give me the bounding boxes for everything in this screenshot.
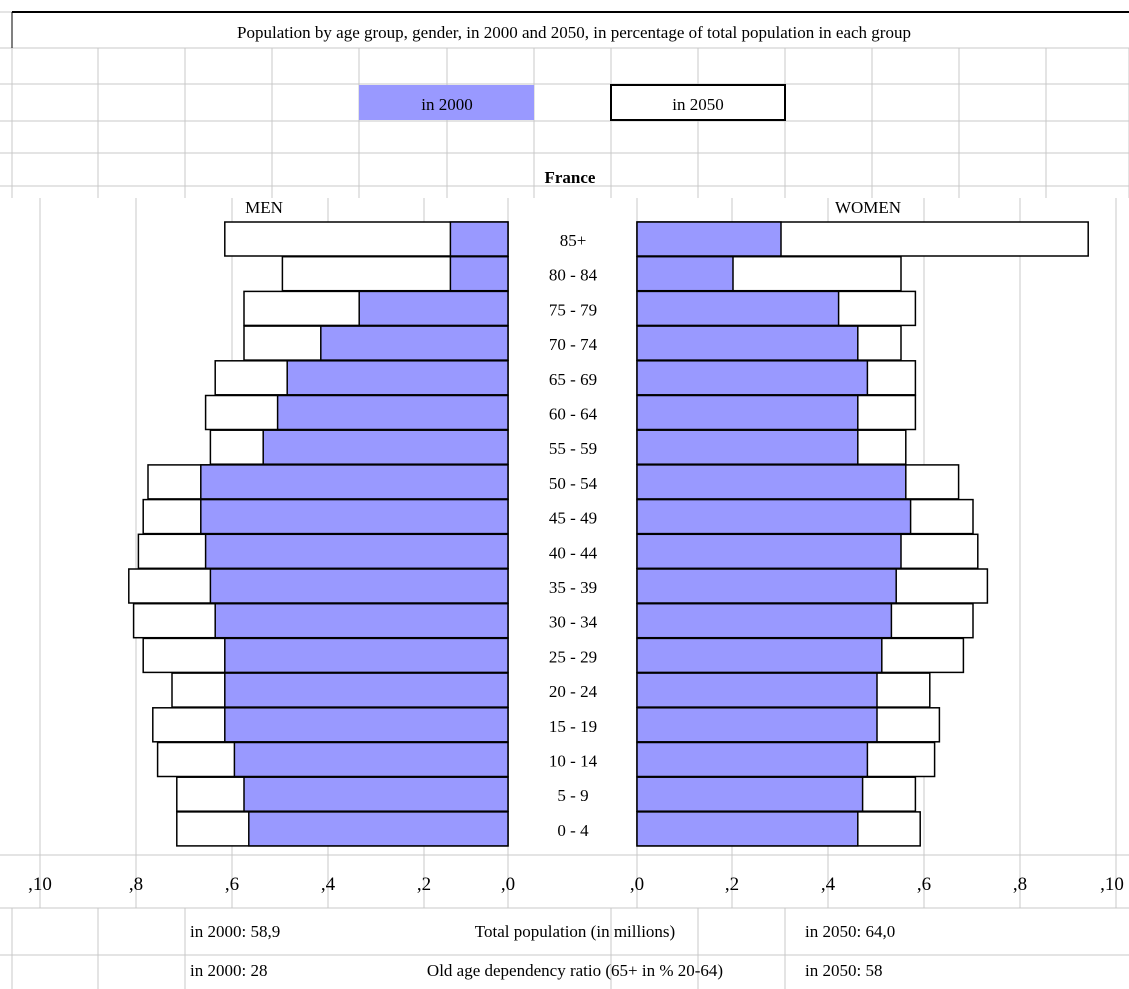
men-bar-2000 [214,602,509,639]
legend-label-2050: in 2050 [672,95,723,114]
x-tick-label-men: ,8 [129,874,143,895]
age-group-label: 85+ [560,231,587,250]
x-tick-label-men: ,2 [417,874,431,895]
dependency-ratio-2000: in 2000: 28 [190,961,267,980]
age-group-label: 50 - 54 [549,474,598,493]
chart-title: Population by age group, gender, in 2000… [237,23,911,42]
men-bar-2000 [200,498,509,535]
x-tick-label-women: ,6 [917,874,931,895]
women-bar-2000 [636,221,782,257]
women-bar-2000 [636,464,907,500]
men-bar-2000 [262,429,509,465]
men-bar-2000 [224,637,509,674]
x-tick-label-women: ,4 [821,874,836,895]
men-bar-2000 [248,811,509,847]
men-label: MEN [245,198,283,217]
women-bar-2000 [636,325,859,361]
total-population-2050: in 2050: 64,0 [805,922,895,941]
men-bar-2000 [209,568,509,604]
women-bar-2000 [636,568,897,604]
men-bar-2000 [358,290,509,327]
text-layer: Population by age group, gender, in 2000… [28,23,1124,980]
women-bar-2000 [636,707,878,743]
age-group-label: 15 - 19 [549,717,597,736]
x-tick-label-women: ,2 [725,874,739,895]
dependency-ratio-label: Old age dependency ratio (65+ in % 20-64… [427,961,723,980]
x-tick-label-women: ,8 [1013,874,1027,895]
women-bar-2000 [636,741,869,778]
men-bar-2000 [286,360,509,396]
x-tick-label-men: ,0 [501,874,515,895]
country-label: France [545,168,596,187]
women-bar-2000 [636,255,734,292]
x-tick-label-men: ,4 [321,874,336,895]
men-bar-2000 [243,776,509,812]
x-tick-label-men: ,10 [28,874,52,895]
women-bar-2000 [636,290,840,327]
women-bar-2000 [636,776,864,812]
dependency-ratio-2050: in 2050: 58 [805,961,882,980]
total-population-label: Total population (in millions) [475,922,675,941]
men-bar-2000 [224,707,509,743]
women-label: WOMEN [835,198,901,217]
women-bar-2000 [636,672,878,708]
age-group-label: 10 - 14 [549,752,598,771]
x-tick-label-men: ,6 [225,874,239,895]
men-bar-2000 [449,255,509,292]
age-group-label: 30 - 34 [549,613,598,632]
age-group-label: 80 - 84 [549,266,598,285]
women-bar-2000 [636,429,859,465]
women-bar-2000 [636,811,859,847]
age-group-label: 5 - 9 [557,786,588,805]
legend-swatch-2000 [359,85,534,120]
legend-label-2000: in 2000 [421,95,472,114]
legend-swatch-2050 [610,84,786,121]
men-bar-2000 [449,221,509,257]
x-tick-label-women: ,10 [1100,874,1124,895]
men-bar-2000 [276,394,509,431]
x-tick-label-women: ,0 [630,874,644,895]
men-bar-2000 [224,672,509,708]
age-group-label: 70 - 74 [549,335,598,354]
age-group-label: 40 - 44 [549,543,598,562]
age-group-label: 60 - 64 [549,405,598,424]
women-bar-2000 [636,360,869,396]
age-group-label: 25 - 29 [549,647,597,666]
age-group-label: 35 - 39 [549,578,597,597]
age-group-label: 45 - 49 [549,509,597,528]
men-bar-2000 [200,464,509,500]
age-group-label: 0 - 4 [557,821,589,840]
men-bar-2000 [233,741,509,778]
age-group-label: 20 - 24 [549,682,598,701]
women-bar-2000 [636,394,859,431]
men-bar-2000 [320,325,509,361]
age-group-label: 55 - 59 [549,439,597,458]
women-bar-2000 [636,602,893,639]
women-bar-2000 [636,498,912,535]
women-bar-2000 [636,637,883,674]
total-population-2000: in 2000: 58,9 [190,922,280,941]
women-bar-2000 [636,533,902,570]
men-bar-2000 [204,533,509,570]
bars-layer [128,84,1089,847]
age-group-label: 75 - 79 [549,300,597,319]
age-group-label: 65 - 69 [549,370,597,389]
